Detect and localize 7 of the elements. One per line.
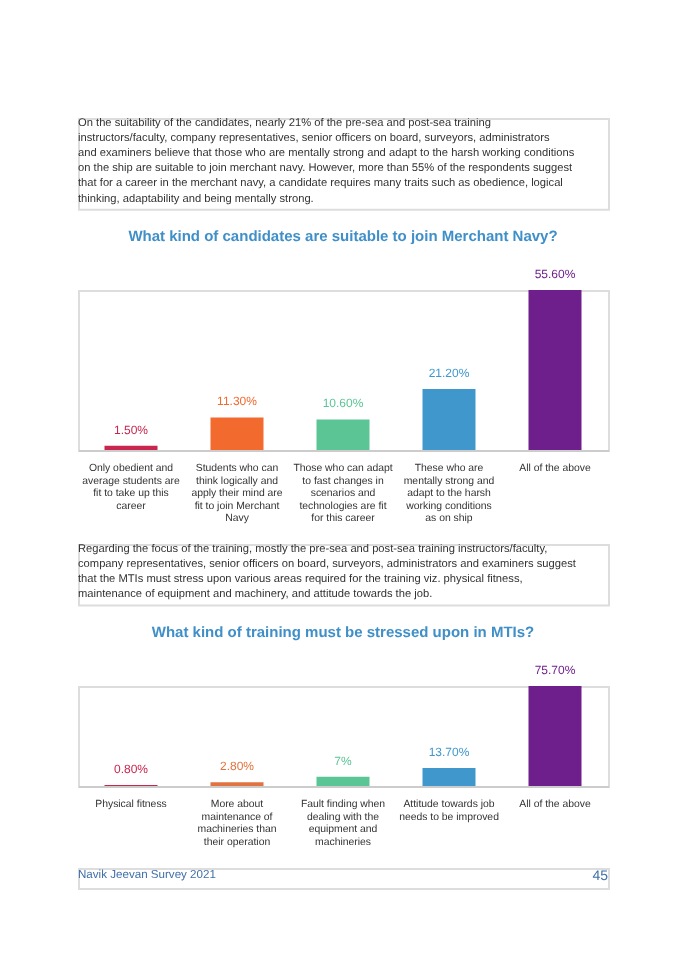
bar: [528, 686, 582, 786]
bar: [422, 388, 476, 450]
bar: [528, 290, 582, 450]
bar: [210, 417, 264, 450]
bar: [316, 776, 370, 786]
bar: [422, 767, 476, 786]
bar: [316, 419, 370, 450]
